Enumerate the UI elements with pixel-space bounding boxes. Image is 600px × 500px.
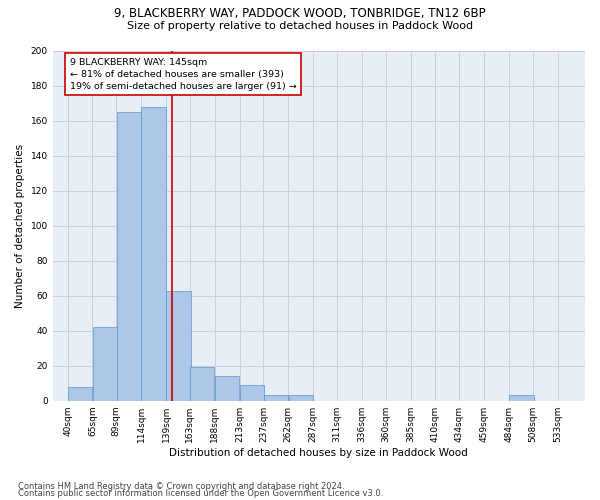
Bar: [263, 396, 288, 400]
Text: 9 BLACKBERRY WAY: 145sqm
← 81% of detached houses are smaller (393)
19% of semi-: 9 BLACKBERRY WAY: 145sqm ← 81% of detach…: [70, 58, 296, 90]
Bar: [68, 386, 92, 400]
Bar: [166, 290, 191, 401]
Bar: [142, 107, 166, 401]
Bar: [92, 328, 117, 400]
Bar: [240, 385, 264, 400]
X-axis label: Distribution of detached houses by size in Paddock Wood: Distribution of detached houses by size …: [169, 448, 468, 458]
Text: Contains HM Land Registry data © Crown copyright and database right 2024.: Contains HM Land Registry data © Crown c…: [18, 482, 344, 491]
Bar: [116, 112, 141, 401]
Y-axis label: Number of detached properties: Number of detached properties: [15, 144, 25, 308]
Bar: [289, 396, 313, 400]
Bar: [190, 368, 214, 400]
Bar: [509, 396, 533, 400]
Bar: [215, 376, 239, 400]
Text: 9, BLACKBERRY WAY, PADDOCK WOOD, TONBRIDGE, TN12 6BP: 9, BLACKBERRY WAY, PADDOCK WOOD, TONBRID…: [114, 8, 486, 20]
Text: Contains public sector information licensed under the Open Government Licence v3: Contains public sector information licen…: [18, 489, 383, 498]
Text: Size of property relative to detached houses in Paddock Wood: Size of property relative to detached ho…: [127, 21, 473, 31]
